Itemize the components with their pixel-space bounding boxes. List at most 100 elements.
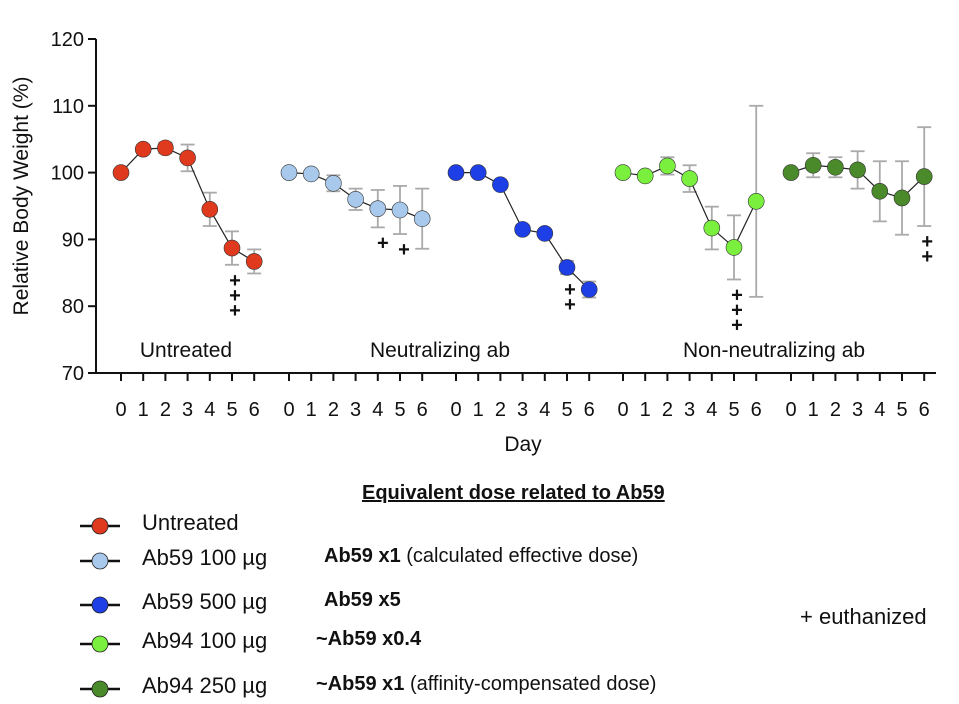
data-point — [915, 168, 933, 185]
data-point — [536, 225, 554, 242]
data-point — [893, 189, 911, 207]
data-point — [369, 200, 387, 217]
euthanized-note: + euthanized — [800, 604, 927, 629]
legend-label: Untreated — [142, 510, 239, 535]
x-tick-label: 6 — [249, 399, 260, 421]
x-tick-label: 5 — [226, 399, 237, 421]
x-tick-label: 6 — [584, 399, 595, 421]
legend-dose: ~Ab59 x0.4 — [316, 628, 421, 651]
y-tick-label: 90 — [62, 229, 84, 251]
legend-dose-bold: Ab59 x5 — [324, 589, 401, 611]
legend-dose: Ab59 x1 (calculated effective dose) — [324, 545, 638, 568]
x-tick-label: 5 — [561, 399, 572, 421]
legend-marker-ab94-100 — [80, 635, 120, 653]
legend-label: Ab94 100 µg — [142, 628, 268, 653]
euthanized-mark: + — [398, 239, 410, 261]
x-tick-label: 5 — [896, 399, 907, 421]
euthanized-mark: + — [731, 299, 743, 321]
data-point — [514, 221, 531, 238]
legend-marker-ab59-500 — [80, 596, 120, 614]
data-point — [157, 139, 174, 157]
euthanized-mark: + — [731, 314, 743, 336]
data-point — [681, 170, 698, 187]
euthanized-mark: + — [229, 285, 241, 307]
legend-dose-note: (calculated effective dose) — [400, 545, 639, 567]
data-point — [558, 259, 576, 276]
y-tick-label: 100 — [51, 163, 84, 185]
data-point — [849, 161, 866, 179]
x-tick-label: 0 — [450, 399, 461, 421]
data-point — [112, 164, 130, 181]
legend-marker-ab59-100 — [80, 552, 120, 570]
legend-item-untreated: Untreated — [80, 509, 780, 541]
legend-item-ab59-500: Ab59 500 µg Ab59 x5 — [80, 588, 780, 620]
legend-label: Ab94 250 µg — [142, 673, 268, 698]
legend-label: Ab59 100 µg — [142, 545, 268, 570]
data-point — [201, 201, 219, 218]
group-label-untreated: Untreated — [140, 339, 232, 362]
x-tick-label: 0 — [785, 399, 796, 421]
x-tick-label: 1 — [306, 399, 317, 421]
data-point — [469, 164, 487, 181]
data-point — [134, 140, 152, 158]
data-point — [325, 174, 342, 192]
x-tick-label: 2 — [662, 399, 673, 421]
data-point — [347, 191, 364, 208]
x-tick-label: 3 — [517, 399, 528, 421]
euthanized-mark: + — [731, 284, 743, 306]
x-tick-label: 1 — [138, 399, 149, 421]
legend-dose: ~Ab59 x1 (affinity-compensated dose) — [316, 673, 656, 696]
y-axis-title: Relative Body Weight (%) — [10, 77, 33, 316]
x-tick-label: 1 — [473, 399, 484, 421]
data-point — [391, 201, 409, 219]
y-tick-label: 80 — [62, 296, 84, 318]
euthanized-marks-layer: ++++ +++ +++++ — [229, 231, 933, 336]
data-point — [492, 176, 509, 193]
data-point — [804, 156, 822, 174]
x-tick-label: 5 — [394, 399, 405, 421]
x-tick-label: 3 — [350, 399, 361, 421]
euthanized-mark: + — [564, 279, 576, 301]
group-label-neutralizing: Neutralizing ab — [370, 339, 510, 362]
legend-item-ab94-250: Ab94 250 µg ~Ab59 x1 (affinity-compensat… — [80, 672, 780, 704]
x-tick-label: 2 — [328, 399, 339, 421]
x-tick-label: 4 — [706, 399, 717, 421]
euthanized-mark: + — [921, 246, 933, 268]
x-tick-label: 4 — [372, 399, 383, 421]
legend-item-ab94-100: Ab94 100 µg ~Ab59 x0.4 — [80, 627, 780, 659]
x-axis-title: Day — [504, 433, 542, 456]
legend-dose-bold: Ab59 x1 — [324, 545, 401, 567]
x-tick-label: 1 — [640, 399, 651, 421]
euthanized-mark: + — [377, 232, 389, 254]
y-tick-label: 120 — [51, 29, 84, 51]
x-tick-label: 2 — [160, 399, 171, 421]
legend: Equivalent dose related to Ab59 Untreate… — [80, 482, 959, 698]
legend-dose: Ab59 x5 — [324, 589, 401, 612]
legend-dose-bold: ~Ab59 x0.4 — [316, 628, 422, 650]
y-tick-label: 70 — [62, 363, 84, 385]
x-tick-label: 0 — [617, 399, 628, 421]
data-point — [447, 164, 465, 181]
euthanized-mark: + — [229, 300, 241, 322]
data-point — [636, 167, 654, 185]
x-tick-label: 2 — [495, 399, 506, 421]
data-point — [614, 164, 632, 181]
y-tick-label: 110 — [52, 96, 84, 118]
data-point — [871, 183, 889, 200]
data-point — [223, 239, 241, 257]
data-point — [179, 149, 196, 167]
data-point — [703, 219, 721, 237]
data-point — [302, 165, 320, 183]
legend-marker-ab94-250 — [80, 680, 120, 698]
data-point — [413, 210, 431, 227]
x-tick-label: 0 — [115, 399, 126, 421]
data-point — [725, 239, 743, 256]
x-tick-label: 6 — [417, 399, 428, 421]
legend-dose-note: (affinity-compensated dose) — [404, 673, 657, 695]
data-point — [580, 281, 598, 298]
data-point — [782, 164, 800, 181]
x-tick-label: 4 — [204, 399, 215, 421]
legend-label: Ab59 500 µg — [142, 589, 268, 614]
data-point — [827, 158, 844, 176]
